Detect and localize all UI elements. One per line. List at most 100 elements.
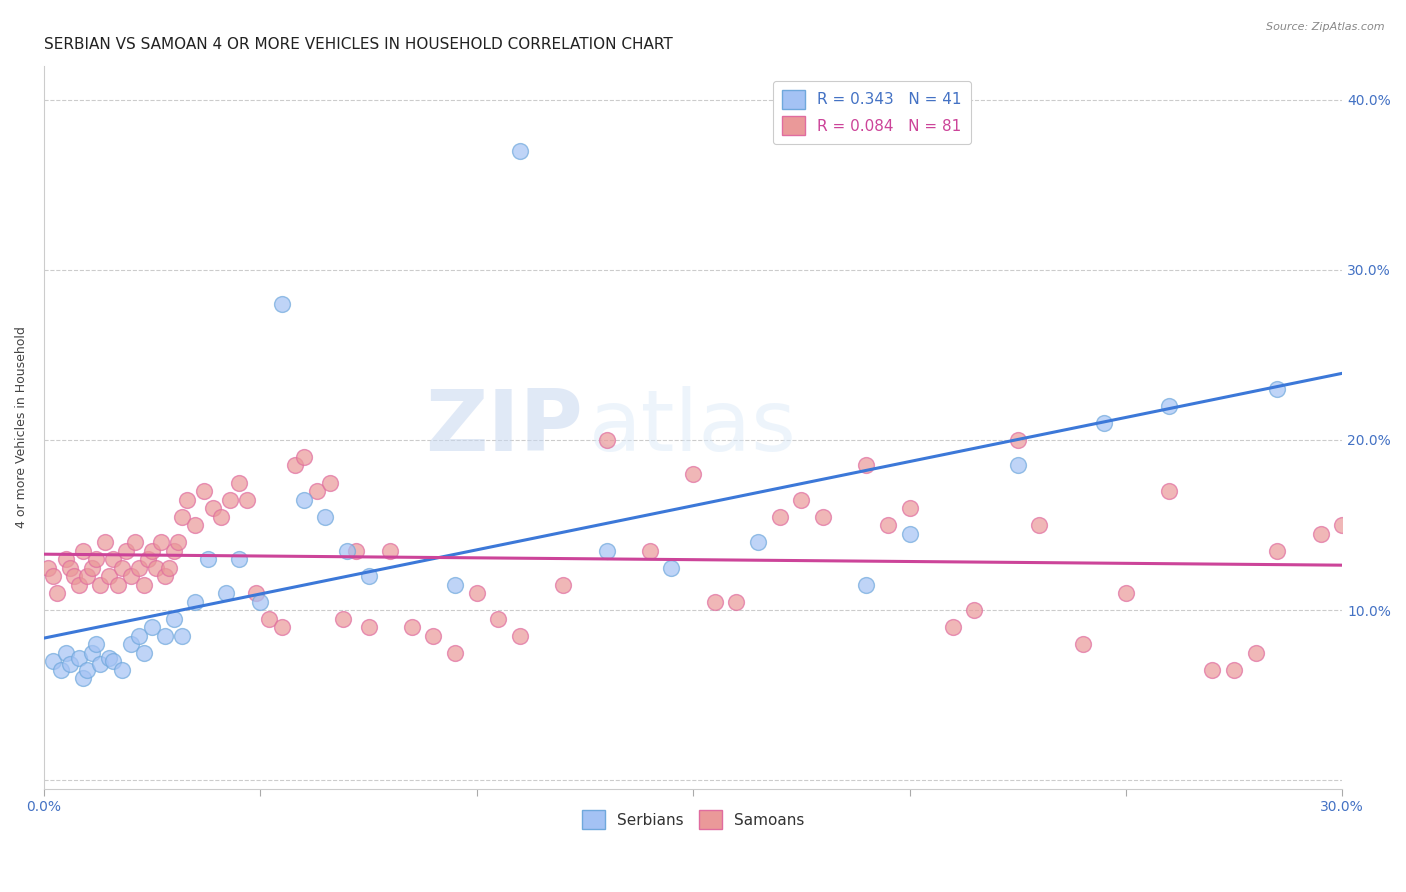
Point [401,620,423,634]
Point [509,628,531,642]
Point [380,543,402,558]
Point [93,535,115,549]
Point [184,594,207,608]
Point [84,637,107,651]
Point [219,492,242,507]
Point [811,509,834,524]
Point [67,650,90,665]
Point [145,560,167,574]
Point [344,543,367,558]
Point [153,569,176,583]
Point [336,543,359,558]
Point [141,620,163,634]
Point [963,603,986,617]
Point [236,492,259,507]
Point [1223,663,1246,677]
Point [769,509,792,524]
Point [595,433,617,447]
Point [292,450,315,464]
Point [228,475,250,490]
Point [172,509,194,524]
Point [898,501,921,516]
Point [149,535,172,549]
Point [271,620,294,634]
Point [790,492,813,507]
Point [314,509,336,524]
Text: SERBIAN VS SAMOAN 4 OR MORE VEHICLES IN HOUSEHOLD CORRELATION CHART: SERBIAN VS SAMOAN 4 OR MORE VEHICLES IN … [44,37,672,53]
Point [184,518,207,533]
Point [1265,543,1288,558]
Point [67,577,90,591]
Point [209,509,232,524]
Point [332,611,354,625]
Point [284,458,307,473]
Point [141,543,163,558]
Point [257,611,280,625]
Point [942,620,965,634]
Point [725,594,748,608]
Point [703,594,725,608]
Point [1007,458,1029,473]
Point [1159,399,1181,413]
Point [103,654,125,668]
Point [444,577,467,591]
Point [486,611,509,625]
Point [63,569,86,583]
Point [855,577,877,591]
Point [172,628,194,642]
Point [159,560,181,574]
Point [855,458,877,473]
Point [465,586,488,600]
Point [357,620,380,634]
Point [163,543,186,558]
Point [215,586,238,600]
Text: atlas: atlas [589,385,797,469]
Point [595,543,617,558]
Point [167,535,190,549]
Text: Source: ZipAtlas.com: Source: ZipAtlas.com [1267,22,1385,32]
Point [1071,637,1094,651]
Point [128,628,150,642]
Point [1159,483,1181,498]
Point [46,586,69,600]
Point [111,560,134,574]
Point [80,646,103,660]
Point [638,543,661,558]
Point [444,646,467,660]
Point [1007,433,1029,447]
Point [76,569,98,583]
Point [41,654,63,668]
Point [120,569,142,583]
Point [422,628,444,642]
Point [876,518,898,533]
Point [59,657,82,672]
Point [357,569,380,583]
Point [51,663,73,677]
Y-axis label: 4 or more Vehicles in Household: 4 or more Vehicles in Household [15,326,28,528]
Point [55,552,77,566]
Point [97,569,120,583]
Point [120,637,142,651]
Point [553,577,575,591]
Point [128,560,150,574]
Point [197,552,219,566]
Point [682,467,704,481]
Point [41,569,63,583]
Point [292,492,315,507]
Point [103,552,125,566]
Point [1244,646,1267,660]
Point [153,628,176,642]
Point [97,650,120,665]
Point [111,663,134,677]
Point [661,560,683,574]
Point [115,543,138,558]
Point [59,560,82,574]
Point [132,646,155,660]
Point [1092,416,1115,430]
Point [1331,518,1354,533]
Point [89,577,111,591]
Point [245,586,267,600]
Point [193,483,215,498]
Point [132,577,155,591]
Point [76,663,98,677]
